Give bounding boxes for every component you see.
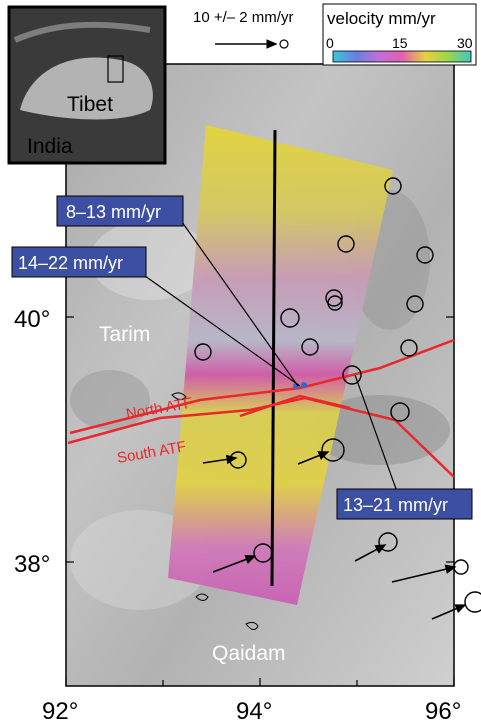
inset-tibet-label: Tibet bbox=[67, 93, 113, 116]
gps-site-ellipse bbox=[253, 543, 273, 563]
gps-site-ellipse bbox=[464, 591, 481, 613]
lake-outlines bbox=[171, 392, 259, 630]
scale-reference: 10 +/– 2 mm/yr bbox=[193, 9, 293, 49]
inset-map: Tibet India bbox=[7, 5, 167, 165]
velocity-box-14-22: 14–22 mm/yr bbox=[11, 246, 147, 278]
gps-arrow bbox=[212, 554, 257, 573]
gps-arrow bbox=[431, 604, 467, 620]
lon-label-94: 94° bbox=[236, 698, 272, 725]
gps-site-ellipse bbox=[194, 343, 212, 361]
velocity-box-14-22-label: 14–22 mm/yr bbox=[18, 253, 123, 273]
gps-site-ellipse bbox=[280, 308, 300, 328]
colorbar-scale bbox=[332, 50, 472, 63]
velocity-colorbar: velocity mm/yr 0 15 30 bbox=[322, 3, 477, 66]
gps-site-ellipse bbox=[416, 246, 434, 264]
gps-site-ellipse bbox=[342, 365, 362, 385]
gps-site-ellipse bbox=[321, 438, 345, 462]
velocity-box-8-13-label: 8–13 mm/yr bbox=[66, 202, 161, 222]
insar-point bbox=[301, 382, 307, 388]
gps-site-ellipse bbox=[337, 235, 355, 253]
colorbar-tick-30: 30 bbox=[457, 35, 473, 51]
gps-site-ellipse bbox=[229, 451, 247, 469]
colorbar-tick-0: 0 bbox=[326, 35, 334, 51]
lon-label-92: 92° bbox=[42, 698, 78, 725]
gps-site-ellipse bbox=[327, 295, 343, 311]
scale-ellipse bbox=[279, 39, 289, 49]
inset-study-area bbox=[107, 55, 124, 83]
profile-line bbox=[270, 129, 277, 587]
gps-site-ellipse bbox=[400, 339, 418, 357]
inset-india-label: India bbox=[27, 135, 73, 158]
axis-ticks bbox=[65, 316, 455, 686]
colorbar-tick-15: 15 bbox=[392, 35, 408, 51]
gps-error-ellipses bbox=[194, 177, 481, 613]
callout-leaders bbox=[144, 221, 401, 501]
gps-vectors bbox=[202, 451, 467, 620]
gps-site-ellipse bbox=[390, 402, 410, 422]
atf-faults bbox=[67, 338, 455, 478]
gps-site-ellipse bbox=[325, 289, 343, 307]
lon-label-96: 96° bbox=[425, 698, 461, 725]
lat-label-40: 40° bbox=[14, 306, 50, 333]
scale-label: 10 +/– 2 mm/yr bbox=[193, 9, 293, 26]
gps-arrow bbox=[391, 564, 457, 583]
colorbar-title: velocity mm/yr bbox=[327, 9, 436, 28]
velocity-box-13-21: 13–21 mm/yr bbox=[336, 488, 473, 520]
gps-arrow bbox=[354, 544, 387, 562]
tarim-label: Tarim bbox=[99, 323, 150, 346]
gps-site-ellipse bbox=[384, 177, 402, 195]
insar-swath bbox=[168, 125, 393, 605]
gps-site-ellipse bbox=[453, 559, 469, 575]
gps-site-ellipse bbox=[406, 295, 424, 313]
velocity-box-13-21-label: 13–21 mm/yr bbox=[343, 495, 448, 515]
gps-site-ellipse bbox=[301, 338, 319, 356]
gps-site-ellipse bbox=[378, 532, 398, 552]
lat-label-38: 38° bbox=[14, 551, 50, 578]
qaidam-label: Qaidam bbox=[212, 642, 286, 665]
velocity-box-8-13: 8–13 mm/yr bbox=[56, 195, 184, 227]
